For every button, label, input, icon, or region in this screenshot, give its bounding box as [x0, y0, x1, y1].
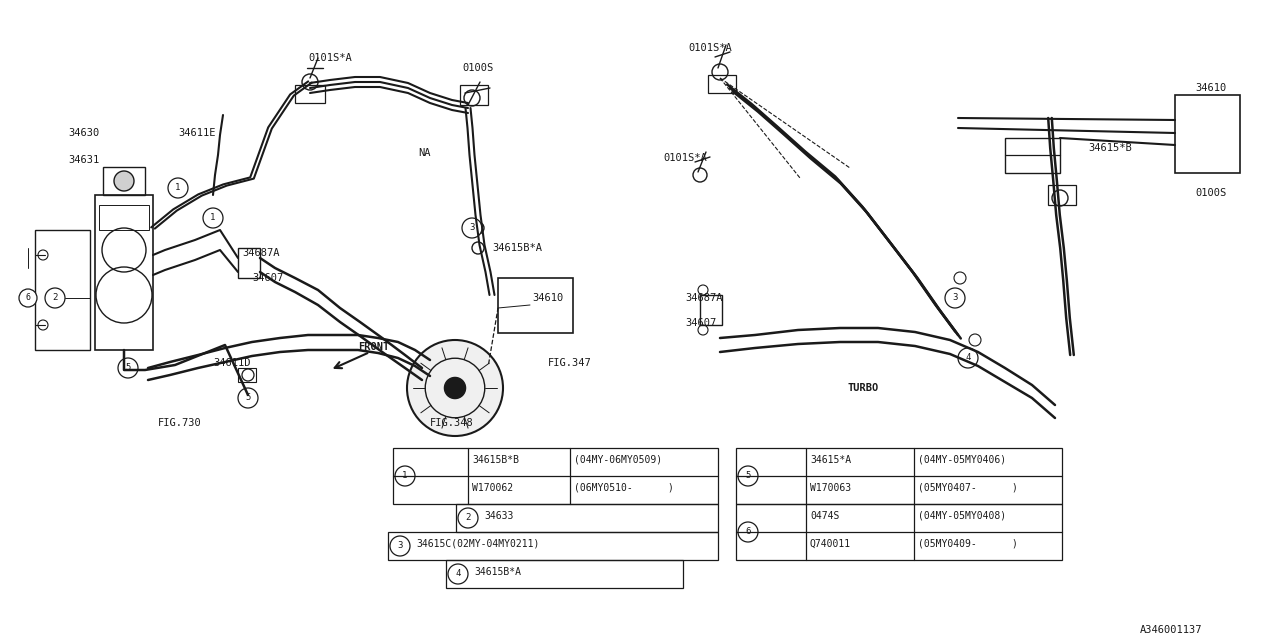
Text: (04MY-05MY0406): (04MY-05MY0406): [918, 455, 1006, 465]
Bar: [393, 448, 718, 504]
Bar: [460, 85, 488, 105]
Bar: [736, 448, 1062, 504]
Bar: [1005, 138, 1060, 173]
Text: 34611D: 34611D: [212, 358, 251, 368]
Text: 34611E: 34611E: [178, 128, 215, 138]
Text: (05MY0409-      ): (05MY0409- ): [918, 539, 1018, 549]
Text: 34630: 34630: [68, 128, 100, 138]
Circle shape: [390, 536, 410, 556]
Circle shape: [114, 171, 134, 191]
Text: 34615B*A: 34615B*A: [492, 243, 541, 253]
Text: 1: 1: [402, 472, 408, 481]
Circle shape: [396, 466, 415, 486]
Circle shape: [458, 508, 477, 528]
Bar: [1048, 185, 1076, 205]
Text: 34615B*B: 34615B*B: [472, 455, 518, 465]
Bar: [700, 295, 722, 325]
Text: 5: 5: [246, 394, 251, 403]
Circle shape: [407, 340, 503, 436]
Text: FIG.348: FIG.348: [430, 418, 474, 428]
Text: W170063: W170063: [810, 483, 851, 493]
Text: 0101S*A: 0101S*A: [663, 153, 707, 163]
Text: 34615B*A: 34615B*A: [474, 567, 521, 577]
Bar: [294, 85, 325, 103]
Text: (04MY-05MY0408): (04MY-05MY0408): [918, 511, 1006, 521]
Text: TURBO: TURBO: [849, 383, 879, 393]
Text: FIG.347: FIG.347: [548, 358, 591, 368]
Text: 34610: 34610: [1196, 83, 1226, 93]
Circle shape: [945, 288, 965, 308]
Text: 0101S*A: 0101S*A: [308, 53, 352, 63]
Text: 34607: 34607: [685, 318, 717, 328]
Text: (06MY0510-      ): (06MY0510- ): [573, 483, 673, 493]
Bar: [95, 195, 154, 350]
Bar: [1175, 95, 1240, 173]
Text: 34631: 34631: [68, 155, 100, 165]
Text: 34607: 34607: [252, 273, 283, 283]
Text: (05MY0407-      ): (05MY0407- ): [918, 483, 1018, 493]
Bar: [35, 230, 90, 350]
Text: 5: 5: [745, 472, 750, 481]
Text: 2: 2: [52, 294, 58, 303]
Text: 0474S: 0474S: [810, 511, 840, 521]
Bar: [736, 504, 1062, 560]
Circle shape: [168, 178, 188, 198]
Text: 2: 2: [466, 513, 471, 522]
Text: 0100S: 0100S: [462, 63, 493, 73]
Text: 34687A: 34687A: [242, 248, 279, 258]
Circle shape: [462, 218, 483, 238]
Circle shape: [444, 378, 466, 399]
Text: 5: 5: [125, 364, 131, 372]
Text: 6: 6: [26, 294, 31, 303]
Bar: [498, 278, 573, 333]
Text: NA: NA: [419, 148, 430, 158]
Bar: [238, 248, 260, 278]
Text: 0100S: 0100S: [1196, 188, 1226, 198]
Text: 34615*B: 34615*B: [1088, 143, 1132, 153]
Circle shape: [448, 564, 468, 584]
Bar: [99, 205, 148, 230]
Text: 6: 6: [745, 527, 750, 536]
Circle shape: [739, 466, 758, 486]
Bar: [102, 167, 145, 195]
Text: 4: 4: [965, 353, 970, 362]
Text: 4: 4: [456, 570, 461, 579]
Bar: [238, 368, 256, 382]
Bar: [456, 504, 718, 532]
Text: 3: 3: [952, 294, 957, 303]
Text: 1: 1: [175, 184, 180, 193]
Text: 34610: 34610: [532, 293, 563, 303]
Text: A346001137: A346001137: [1140, 625, 1202, 635]
Text: 34687A: 34687A: [685, 293, 722, 303]
Circle shape: [739, 522, 758, 542]
Text: 3: 3: [397, 541, 403, 550]
Circle shape: [19, 289, 37, 307]
Text: W170062: W170062: [472, 483, 513, 493]
Circle shape: [238, 388, 259, 408]
Circle shape: [45, 288, 65, 308]
Text: 34615*A: 34615*A: [810, 455, 851, 465]
Text: 3: 3: [470, 223, 475, 232]
Text: Q740011: Q740011: [810, 539, 851, 549]
Text: 1: 1: [210, 214, 216, 223]
Bar: [445, 560, 684, 588]
Text: (04MY-06MY0509): (04MY-06MY0509): [573, 455, 662, 465]
Bar: [708, 75, 736, 93]
Text: 34633: 34633: [484, 511, 513, 521]
Text: 34615C(02MY-04MY0211): 34615C(02MY-04MY0211): [416, 539, 539, 549]
Circle shape: [204, 208, 223, 228]
Text: FIG.730: FIG.730: [157, 418, 202, 428]
Circle shape: [957, 348, 978, 368]
Circle shape: [118, 358, 138, 378]
Text: 0101S*A: 0101S*A: [689, 43, 732, 53]
Bar: [388, 532, 718, 560]
Text: FRONT: FRONT: [358, 342, 389, 352]
